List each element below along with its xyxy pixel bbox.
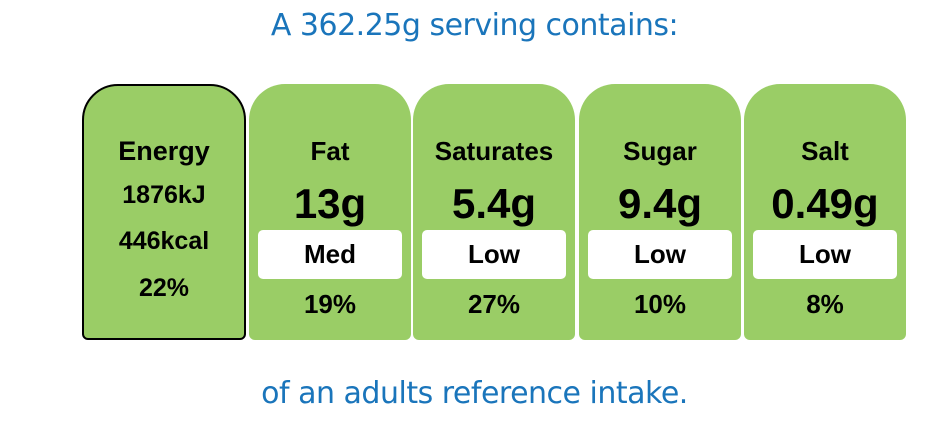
saturates-label: Saturates [434,136,554,166]
energy-percent: 22% [138,274,190,302]
fat-label: Fat [310,136,350,166]
salt-level-badge: Low [753,230,897,279]
fat-percent: 19% [303,289,357,319]
saturates-level-badge: Low [422,230,566,279]
sugar-card: Sugar 9.4g Low 10% [579,84,741,340]
sugar-percent: 10% [633,289,687,319]
reference-intake-note: of an adults reference intake. [261,376,688,411]
serving-heading: A 362.25g serving contains: [270,8,679,43]
salt-percent: 8% [806,289,844,319]
salt-amount: 0.49g [771,180,879,227]
sugar-level-badge: Low [588,230,732,279]
saturates-percent: 27% [467,289,521,319]
energy-label: Energy [118,136,210,166]
sugar-amount: 9.4g [617,180,703,227]
saturates-amount: 5.4g [451,180,537,227]
salt-card: Salt 0.49g Low 8% [744,84,906,340]
fat-amount: 13g [293,180,367,227]
energy-kj-value: 1876kJ [122,181,206,209]
energy-kcal-value: 446kcal [118,227,210,255]
energy-card: Energy 1876kJ 446kcal 22% [82,84,246,340]
sugar-label: Sugar [623,136,697,166]
saturates-card: Saturates 5.4g Low 27% [413,84,575,340]
fat-level-badge: Med [258,230,402,279]
fat-card: Fat 13g Med 19% [249,84,411,340]
salt-label: Salt [801,136,849,166]
